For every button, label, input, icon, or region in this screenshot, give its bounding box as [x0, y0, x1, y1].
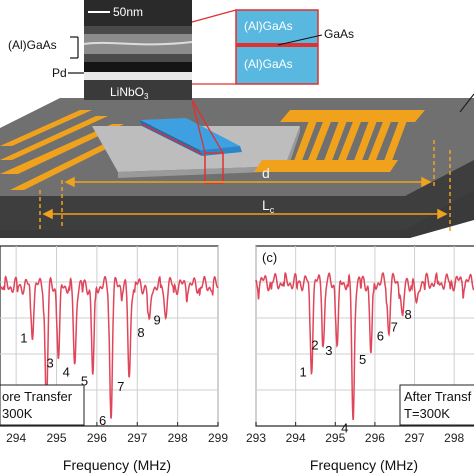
annotation-right-line2: T=300K — [404, 406, 450, 421]
gaas-label: GaAs — [324, 27, 354, 41]
x-tick-label: 298 — [168, 431, 188, 445]
x-tick-label: 294 — [6, 431, 26, 445]
dip-label: 9 — [154, 312, 161, 327]
panel-label-c: (c) — [262, 250, 277, 265]
dip-label: 2 — [311, 338, 318, 353]
x-ticks-right: 293 294 295 296 297 298 — [246, 422, 465, 445]
x-tick-label: 295 — [325, 431, 345, 445]
annotation-right-line1: After Transf — [404, 389, 472, 404]
dip-label: 4 — [63, 365, 70, 380]
right-idt-electrode — [254, 110, 425, 172]
substrate-front-face — [0, 160, 474, 230]
lc-sub: c — [270, 205, 275, 215]
dip-label: 7 — [391, 320, 398, 335]
dip-label: 3 — [47, 356, 54, 371]
dip-label: 8 — [405, 307, 412, 322]
dip-label: 6 — [377, 329, 384, 344]
x-tick-label: 298 — [444, 431, 464, 445]
annotation-box-left — [0, 384, 85, 426]
lc-label: Lc — [262, 197, 275, 215]
dip-label: 1 — [20, 330, 27, 345]
dip-label: 5 — [81, 374, 88, 389]
x-ticks-left: 294 295 296 297 298 299 — [6, 422, 228, 445]
pd-label: Pd — [52, 66, 67, 80]
dip-label: 7 — [117, 379, 124, 394]
x-tick-label: 295 — [47, 431, 67, 445]
dip-label: 1 — [299, 365, 306, 380]
trace-after-transfer — [255, 271, 474, 421]
annotation-left-line2: 300K — [2, 406, 33, 421]
x-axis-label-right: Frequency (MHz) — [310, 457, 418, 473]
zoom-top-label: (Al)GaAs — [244, 19, 293, 33]
linbo3-sub: 3 — [144, 92, 149, 101]
dip-label: 4 — [341, 420, 348, 435]
lc-main: L — [262, 197, 270, 213]
device-schematic: d Lc — [0, 93, 474, 238]
x-tick-label: 293 — [246, 431, 266, 445]
trace-before-transfer — [0, 275, 219, 419]
linbo3-label: LiNbO3 — [110, 85, 149, 101]
dip-label: 3 — [325, 343, 332, 358]
tem-inset: 50nm LiNbO3 (Al)GaAs Pd (Al)GaAs (Al)GaA… — [8, 0, 354, 154]
zoom-box — [204, 152, 224, 184]
algaas-side-label: (Al)GaAs — [8, 38, 57, 52]
x-tick-label: 297 — [127, 431, 147, 445]
x-tick-label: 294 — [286, 431, 306, 445]
x-tick-label: 299 — [208, 431, 228, 445]
zoom-bottom-label: (Al)GaAs — [244, 57, 293, 71]
dip-label: 5 — [359, 352, 366, 367]
scale-bar-label: 50nm — [113, 5, 143, 19]
annotation-box-right — [399, 384, 474, 426]
dip-label: 8 — [137, 325, 144, 340]
x-axis-label-left: Frequency (MHz) — [63, 457, 171, 473]
annotation-left-line1: ore Transfer — [2, 389, 73, 404]
d-label: d — [262, 165, 270, 181]
x-tick-label: 296 — [365, 431, 385, 445]
blue-heterostructure — [140, 118, 240, 150]
x-tick-label: 297 — [405, 431, 425, 445]
linbo3-main: LiNbO — [110, 85, 144, 99]
dip-label: 6 — [99, 413, 106, 428]
x-tick-label: 296 — [87, 431, 107, 445]
